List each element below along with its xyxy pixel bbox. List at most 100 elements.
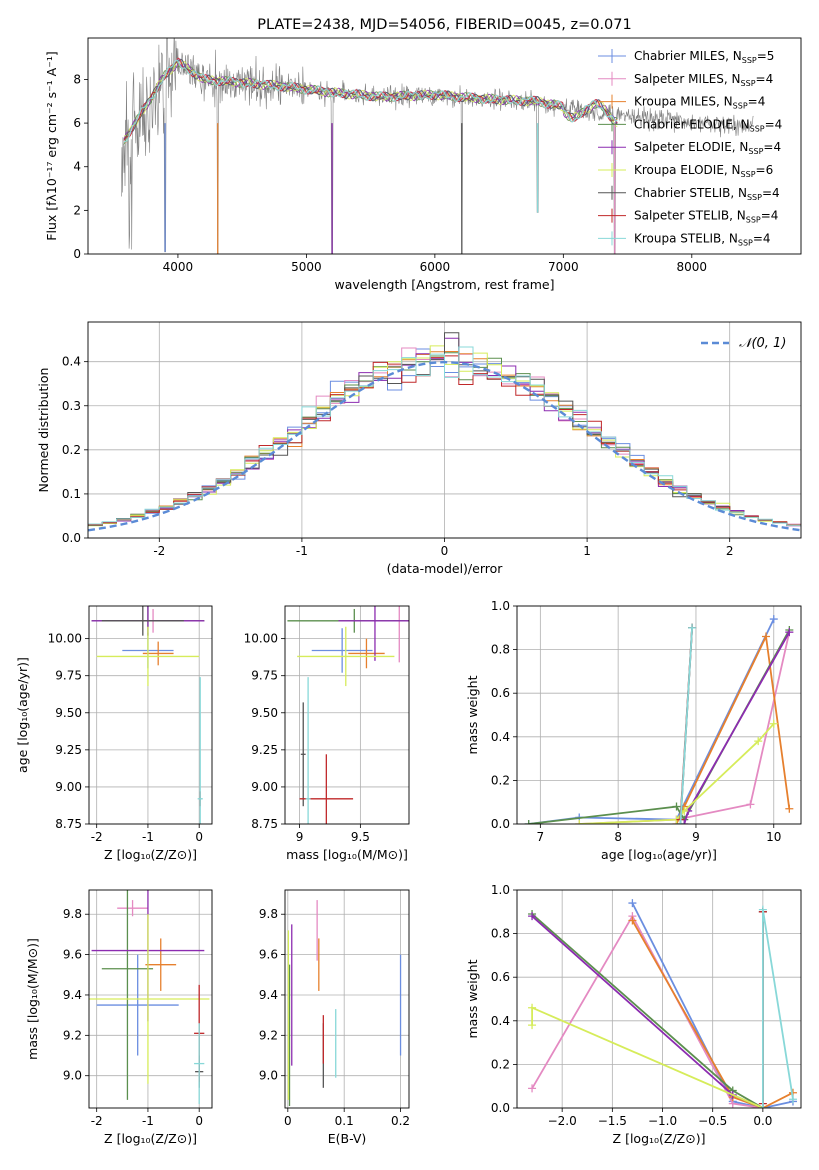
weight-line-8 xyxy=(762,909,794,1108)
model-fit-line-1 xyxy=(123,57,618,141)
legend-entry-name: Salpeter STELIB, N xyxy=(634,209,746,223)
x-tick-label: 9 xyxy=(692,830,700,844)
weight-point-marker xyxy=(528,912,537,921)
y-tick-label: 0.0 xyxy=(62,531,81,545)
weight-point-marker xyxy=(746,800,755,809)
mass_vs_ebv-axes: 0 0.1 0.2 9.0 9.2 9.4 9.6 9.8 E(B-V) xyxy=(259,890,410,1146)
weight_vs_age-plot xyxy=(524,615,794,824)
x-tick-label: -2 xyxy=(153,544,165,558)
y-tick-label: 9.50 xyxy=(251,706,278,720)
legend-entry-sub: SSP xyxy=(748,147,763,156)
legend-entry-sub: SSP xyxy=(738,238,753,247)
y-tick-label: 0.4 xyxy=(491,1014,510,1028)
y-tick-label: 9.4 xyxy=(259,988,278,1002)
model-fit-line-4 xyxy=(123,62,618,140)
histogram-step-6 xyxy=(88,332,801,526)
legend-entry: Salpeter MILES, NSSP=4 xyxy=(634,72,773,88)
axes-frame xyxy=(284,889,410,1109)
weight-point-marker xyxy=(769,615,778,624)
y-tick-label: 0.2 xyxy=(62,443,81,457)
x-tick-label: -1 xyxy=(142,830,154,844)
y-tick-label: 9.25 xyxy=(55,743,82,757)
y-tick-label: 9.75 xyxy=(251,669,278,683)
legend-entry-count: =4 xyxy=(753,231,771,245)
legend-entry-name: Chabrier MILES, N xyxy=(634,49,742,63)
x-axis-label: mass [log₁₀(M/M⊙)] xyxy=(286,847,408,862)
model-fit-line-5 xyxy=(123,61,618,137)
y-axis-label: Flux [fλ10⁻¹⁷ erg cm⁻² s⁻¹ A⁻¹] xyxy=(44,51,59,240)
y-tick-label: 0.8 xyxy=(491,643,510,657)
legend-entry: Kroupa STELIB, NSSP=4 xyxy=(634,231,771,247)
axes-frame xyxy=(87,321,802,539)
age_vs_mass-axes: 9 9.5 8.75 9.00 9.25 9.50 9.75 10.00 mass [log₁₀… xyxy=(244,606,409,862)
weight-line-1 xyxy=(579,632,791,824)
y-tick-label: 9.2 xyxy=(63,1028,82,1042)
y-tick-label: 0.6 xyxy=(491,686,510,700)
y-tick-label: 9.2 xyxy=(259,1028,278,1042)
model-fit-line-8 xyxy=(123,59,618,143)
weight-point-marker xyxy=(788,1095,797,1104)
y-tick-label: 8.75 xyxy=(251,817,278,831)
histogram-step-8 xyxy=(88,346,801,526)
x-axis-label: wavelength [Angstrom, rest frame] xyxy=(334,277,554,292)
x-tick-label: −2.0 xyxy=(548,1114,577,1128)
x-tick-label: 2 xyxy=(726,544,734,558)
x-tick-label: 0.1 xyxy=(335,1114,354,1128)
weight-line-0 xyxy=(631,902,794,1108)
x-tick-label: 0 xyxy=(441,544,449,558)
y-tick-label: 9.0 xyxy=(259,1069,278,1083)
x-tick-label: 6000 xyxy=(420,260,451,274)
y-tick-label: 0.3 xyxy=(62,399,81,413)
y-tick-label: 9.6 xyxy=(259,948,278,962)
x-tick-label: 5000 xyxy=(291,260,322,274)
weight-point-marker xyxy=(524,820,533,824)
legend-entry-name: Chabrier ELODIE, N xyxy=(634,117,750,131)
x-axis-label: age [log₁₀(age/yr)] xyxy=(601,847,717,862)
legend-entry-sub: SSP xyxy=(741,79,756,88)
y-tick-label: 0.6 xyxy=(491,970,510,984)
x-tick-label: 0.0 xyxy=(753,1114,772,1128)
legend-entry: Chabrier ELODIE, NSSP=4 xyxy=(634,117,782,133)
legend-entry: Salpeter ELODIE, NSSP=4 xyxy=(634,140,781,156)
y-tick-label: 0.0 xyxy=(491,1101,510,1115)
weight-point-marker xyxy=(688,623,697,632)
legend-entry-count: =4 xyxy=(765,117,783,131)
legend-entry-count: =4 xyxy=(763,140,781,154)
x-tick-label: -2 xyxy=(91,1114,103,1128)
y-tick-label: 0.1 xyxy=(62,487,81,501)
y-axis-label: mass weight xyxy=(465,675,480,754)
weight-point-marker xyxy=(628,916,637,925)
weight-point-marker xyxy=(575,820,584,824)
legend-entry-sub: SSP xyxy=(742,56,757,65)
mass_vs_Z-axes: -2 -1 0 9.0 9.2 9.4 9.6 9.8 Z [log₁₀(Z/Z⊙)] mass … xyxy=(25,890,212,1146)
x-tick-label: 1 xyxy=(583,544,591,558)
weight-point-marker xyxy=(785,804,794,813)
y-tick-label: 8.75 xyxy=(55,817,82,831)
weight-point-marker xyxy=(676,820,685,824)
legend-entry-count: =4 xyxy=(756,72,774,86)
mass_vs_Z-plot xyxy=(89,890,210,1104)
x-axis-label: Z [log₁₀(Z/Z⊙)] xyxy=(613,1131,706,1146)
legend-entry-count: =6 xyxy=(756,163,774,177)
y-axis-label: mass [log₁₀(M/M⊙)] xyxy=(25,938,40,1060)
x-tick-label: −1.0 xyxy=(648,1114,677,1128)
weight-point-marker xyxy=(672,802,681,811)
axes-frame xyxy=(87,37,802,255)
age_vs_Z-plot xyxy=(91,606,205,824)
x-axis-label: (data-model)/error xyxy=(387,561,504,576)
weight-line-5 xyxy=(531,1006,764,1108)
legend-entry-count: =5 xyxy=(757,49,775,63)
age_vs_mass-plot xyxy=(287,606,409,824)
y-tick-label: 1.0 xyxy=(491,599,510,613)
legend-entry-name: Salpeter ELODIE, N xyxy=(634,140,748,154)
weight-point-marker xyxy=(785,628,794,637)
x-tick-label: 7000 xyxy=(548,260,579,274)
weight-point-marker xyxy=(769,719,778,728)
y-axis-label: age [log₁₀(age/yr)] xyxy=(15,657,30,773)
weight_vs_age-axes: 7 8 9 10 0.0 0.2 0.4 0.6 0.8 1.0 age [log₁₀(age/yr… xyxy=(465,599,801,862)
weight-line-8 xyxy=(679,627,693,824)
axes-frame xyxy=(88,605,213,825)
axes-frame xyxy=(284,605,410,825)
x-axis-label: Z [log₁₀(Z/Z⊙)] xyxy=(104,847,197,862)
x-tick-label: 0.2 xyxy=(391,1114,410,1128)
